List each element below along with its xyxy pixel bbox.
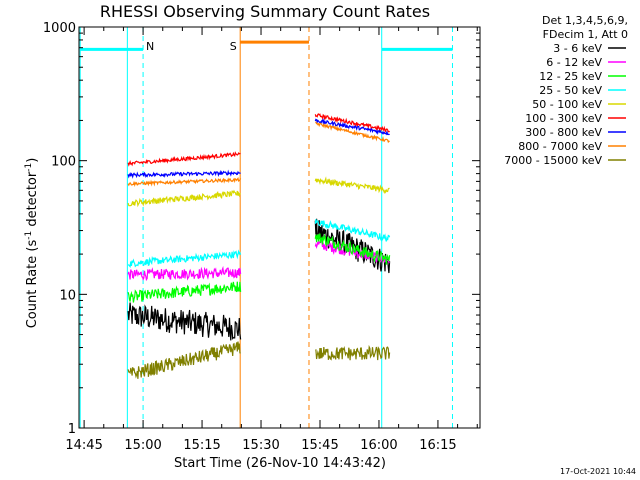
y-axis-label-sup2: -1 (24, 163, 34, 172)
legend-header-2: FDecim 1, Att 0 (543, 28, 628, 41)
series-50-100-kev (127, 176, 390, 208)
x-tick-label-4: 15:45 (301, 438, 338, 453)
y-axis-label: Count Rate (s-1 detector-1) (24, 158, 40, 329)
legend-label-4: 50 - 100 keV (532, 98, 602, 111)
x-axis-label: Start Time (26-Nov-10 14:43:42) (174, 456, 386, 471)
legend-header-1: Det 1,3,4,5,6,9, (542, 14, 628, 27)
legend-label-5: 100 - 300 keV (525, 112, 602, 125)
x-tick-label-1: 15:00 (124, 438, 161, 453)
y-tick-label-2: 100 (51, 155, 76, 170)
series-3-6-kev (127, 218, 391, 341)
legend-label-6: 300 - 800 keV (525, 126, 602, 139)
series-800-7000-kev (127, 121, 390, 188)
series-100-300-kev (127, 113, 390, 167)
y-tick-label-3: 1000 (43, 21, 76, 36)
chart-title: RHESSI Observing Summary Count Rates (100, 2, 430, 21)
series-300-800-kev (127, 117, 390, 179)
legend-label-3: 25 - 50 keV (539, 84, 602, 97)
legend-label-1: 6 - 12 keV (546, 56, 602, 69)
timestamp: 17-Oct-2021 10:44 (560, 467, 636, 476)
plot-frame (78, 26, 481, 429)
x-tick-label-5: 16:00 (360, 438, 397, 453)
series-layer (127, 113, 391, 379)
series-12-25-kev (127, 233, 391, 303)
legend-label-2: 12 - 25 keV (539, 70, 602, 83)
series-25-50-kev (128, 219, 391, 268)
x-tick-label-2: 15:15 (183, 438, 220, 453)
y-tick-label-1: 10 (59, 288, 76, 303)
y-axis-label-end: ) (25, 158, 40, 163)
legend-label-0: 3 - 6 keV (553, 42, 602, 55)
x-tick-label-6: 16:15 (419, 438, 456, 453)
series-7000-15000-kev (127, 341, 391, 379)
legend-label-8: 7000 - 15000 keV (504, 154, 602, 167)
legend-label-7: 800 - 7000 keV (518, 140, 602, 153)
x-tick-label-0: 14:45 (65, 438, 102, 453)
flag-label-s: S (230, 40, 237, 53)
y-axis-label-main: Count Rate (s (25, 240, 40, 329)
axes-layer: 1 10 100 1000 14:45 15:00 15:15 15:30 15:45 16:00… (43, 21, 481, 453)
flag-label-n: N (146, 40, 154, 53)
y-tick-label-0: 1 (68, 422, 76, 437)
y-axis-label-sup1: -1 (24, 231, 34, 240)
y-axis-label-mid: detector (25, 171, 40, 231)
x-tick-label-3: 15:30 (242, 438, 279, 453)
